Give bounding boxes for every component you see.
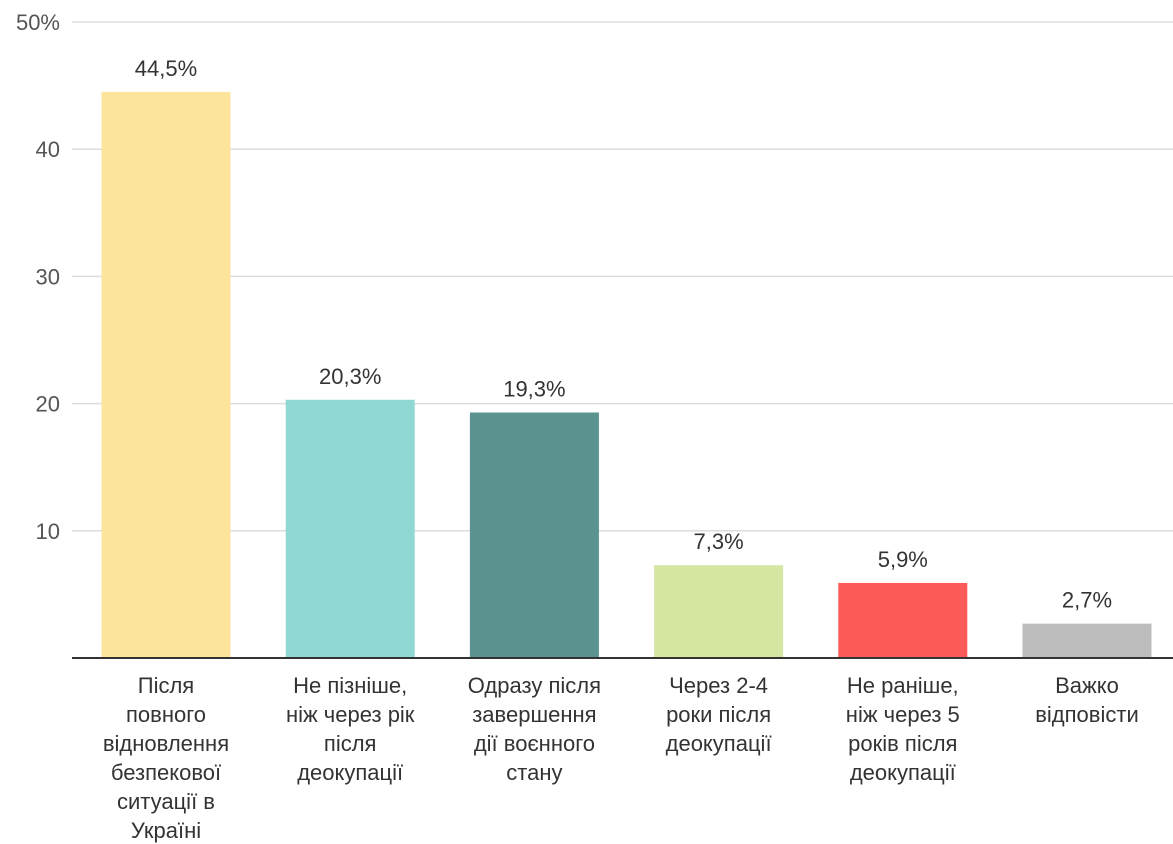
- category-label-line: відновлення: [103, 731, 229, 756]
- category-label-line: після: [324, 731, 377, 756]
- category-labels: Після повного відновлення безпекової ситуаці…: [103, 673, 1139, 843]
- category-label-line: відповісти: [1035, 702, 1139, 727]
- category-label-line: Не пізніше,: [293, 673, 407, 698]
- category-label-6: Важко відповісти: [1035, 673, 1139, 727]
- y-tick-label-50: 50%: [16, 10, 60, 35]
- category-label-line: деокупації: [850, 760, 956, 785]
- category-label-line: Після: [138, 673, 194, 698]
- data-label-4: 7,3%: [694, 529, 744, 554]
- category-label-line: Важко: [1055, 673, 1119, 698]
- category-label-line: завершення: [472, 702, 596, 727]
- data-label-5: 5,9%: [878, 547, 928, 572]
- data-labels: 44,5% 20,3% 19,3% 7,3% 5,9% 2,7%: [135, 56, 1112, 613]
- category-label-line: роки після: [666, 702, 771, 727]
- bar-4: [654, 565, 784, 658]
- data-label-6: 2,7%: [1062, 588, 1112, 613]
- category-label-line: ситуації в: [117, 789, 215, 814]
- category-label-line: ніж через рік: [286, 702, 415, 727]
- category-label-3: Одразу після завершення дії воєнного стану: [468, 673, 601, 785]
- category-label-line: Україні: [131, 818, 201, 843]
- gridlines: [72, 21, 1173, 532]
- category-label-1: Після повного відновлення безпекової ситуаці…: [103, 673, 229, 843]
- bar-2: [285, 399, 415, 658]
- data-label-3: 19,3%: [503, 377, 565, 402]
- category-label-line: стану: [506, 760, 562, 785]
- category-label-5: Не раніше, ніж через 5 років після деокупац…: [846, 673, 960, 785]
- y-tick-label-40: 40: [36, 137, 60, 162]
- bar-1: [101, 91, 231, 658]
- bars: [101, 91, 1152, 658]
- category-label-line: повного: [126, 702, 206, 727]
- category-label-2: Не пізніше, ніж через рік після деокупації: [286, 673, 415, 785]
- y-tick-label-20: 20: [36, 392, 60, 417]
- category-label-line: ніж через 5: [846, 702, 960, 727]
- category-label-line: Одразу після: [468, 673, 601, 698]
- category-label-line: Через 2-4: [669, 673, 768, 698]
- y-axis-ticks: 10 20 30 40 50%: [16, 10, 60, 544]
- bar-5: [838, 582, 968, 658]
- category-label-line: безпекової: [111, 760, 221, 785]
- y-tick-label-10: 10: [36, 519, 60, 544]
- y-tick-label-30: 30: [36, 264, 60, 289]
- category-label-line: деокупації: [297, 760, 403, 785]
- category-label-line: дії воєнного: [474, 731, 595, 756]
- data-label-2: 20,3%: [319, 364, 381, 389]
- category-label-line: деокупації: [666, 731, 772, 756]
- bar-6: [1022, 623, 1152, 658]
- data-label-1: 44,5%: [135, 56, 197, 81]
- bar-3: [469, 412, 599, 658]
- category-label-line: років після: [848, 731, 957, 756]
- category-label-4: Через 2-4 роки після деокупації: [666, 673, 772, 756]
- category-label-line: Не раніше,: [847, 673, 959, 698]
